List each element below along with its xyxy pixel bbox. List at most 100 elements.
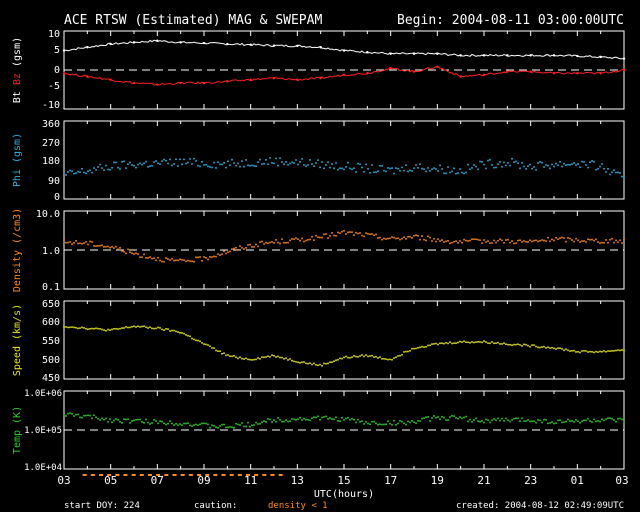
phi-data-point <box>91 171 93 174</box>
phi-data-point <box>581 160 583 163</box>
temp-data-point <box>185 422 187 425</box>
speed-data-point <box>291 359 293 362</box>
phi-data-point <box>469 168 471 171</box>
temp-data-point <box>283 420 285 423</box>
speed-data-point <box>525 343 527 346</box>
density-data-point <box>193 260 195 263</box>
speed-data-point <box>307 362 309 365</box>
temp-data-point <box>293 418 295 421</box>
speed-data-point <box>615 349 617 352</box>
x-tick-label: 11 <box>244 474 257 487</box>
speed-data-point <box>299 362 301 364</box>
phi-tick-label: 90 <box>48 176 60 187</box>
temp-data-point <box>557 419 559 422</box>
density-data-point <box>155 259 157 262</box>
density-caution-mark <box>123 474 128 476</box>
speed-data-point <box>469 341 471 344</box>
speed-data-point <box>141 325 143 328</box>
temp-data-point <box>307 418 309 421</box>
density-caution-mark <box>188 474 193 476</box>
density-caution-mark <box>278 474 283 476</box>
density-data-point <box>231 248 233 250</box>
phi-data-point <box>585 164 587 166</box>
temp-data-point <box>159 420 161 422</box>
speed-data-point <box>517 343 519 346</box>
density-data-point <box>145 256 147 259</box>
density-data-point <box>603 241 605 244</box>
phi-data-point <box>207 165 209 168</box>
density-tick-label: 0.1 <box>42 282 60 293</box>
speed-data-point <box>403 351 405 353</box>
temp-data-point <box>145 418 147 421</box>
density-data-point <box>89 240 91 243</box>
temp-data-point <box>535 421 537 424</box>
density-data-point <box>109 246 111 249</box>
speed-data-point <box>497 341 499 344</box>
temp-data-point <box>245 425 247 428</box>
density-data-point <box>495 241 497 244</box>
density-data-point <box>497 239 499 242</box>
density-data-point <box>601 241 603 244</box>
density-data-point <box>421 235 423 237</box>
density-data-point <box>509 241 511 244</box>
speed-data-point <box>587 351 589 353</box>
density-data-point <box>619 239 621 242</box>
temp-data-point <box>221 423 223 426</box>
speed-data-point <box>277 355 279 358</box>
phi-data-point <box>275 157 277 160</box>
phi-data-point <box>225 166 227 169</box>
density-data-point <box>519 239 521 241</box>
speed-data-point <box>71 326 73 328</box>
density-data-point <box>369 233 371 236</box>
density-data-point <box>175 259 177 262</box>
density-data-point <box>305 239 307 242</box>
phi-data-point <box>303 164 305 166</box>
density-data-point <box>453 240 455 243</box>
density-data-point <box>517 239 519 242</box>
density-data-point <box>285 242 287 244</box>
density-data-point <box>617 241 619 243</box>
phi-data-point <box>449 171 451 174</box>
bz-data-point <box>622 68 626 72</box>
temp-data-point <box>409 421 411 424</box>
temp-data-point <box>265 421 267 423</box>
created-time: created: 2004-08-12 02:49:09UTC <box>456 501 624 511</box>
speed-data-point <box>75 326 77 329</box>
speed-data-point <box>305 362 307 365</box>
speed-data-point <box>559 347 561 350</box>
density-data-point <box>613 241 615 244</box>
temp-data-point <box>551 421 553 423</box>
speed-data-point <box>539 346 541 349</box>
temp-data-point <box>325 415 327 418</box>
density-caution-mark <box>90 474 95 476</box>
speed-data-point <box>213 347 215 349</box>
temp-data-point <box>269 418 271 421</box>
speed-data-point <box>379 356 381 358</box>
phi-data-point <box>101 167 103 169</box>
temp-data-point <box>567 418 569 421</box>
phi-data-point <box>93 167 95 169</box>
density-data-point <box>511 240 513 242</box>
temp-data-point <box>103 418 105 421</box>
temp-data-point <box>281 420 283 423</box>
phi-data-point <box>273 162 275 165</box>
speed-data-point <box>357 356 359 358</box>
phi-data-point <box>423 168 425 170</box>
speed-data-point <box>589 350 591 353</box>
density-data-point <box>383 237 385 240</box>
speed-data-point <box>205 343 207 346</box>
temp-data-point <box>309 419 311 422</box>
phi-data-point <box>409 169 411 172</box>
speed-data-point <box>245 357 247 360</box>
phi-data-point <box>617 171 619 174</box>
density-data-point <box>225 252 227 255</box>
speed-data-point <box>619 349 621 352</box>
phi-data-point <box>415 164 417 166</box>
density-ylabel: Density (/cm3) <box>12 208 23 292</box>
speed-data-point <box>343 356 345 359</box>
temp-data-point <box>289 420 291 423</box>
phi-data-point <box>403 169 405 172</box>
temp-data-point <box>495 419 497 422</box>
temp-data-point <box>345 417 347 420</box>
phi-data-point <box>537 162 539 164</box>
